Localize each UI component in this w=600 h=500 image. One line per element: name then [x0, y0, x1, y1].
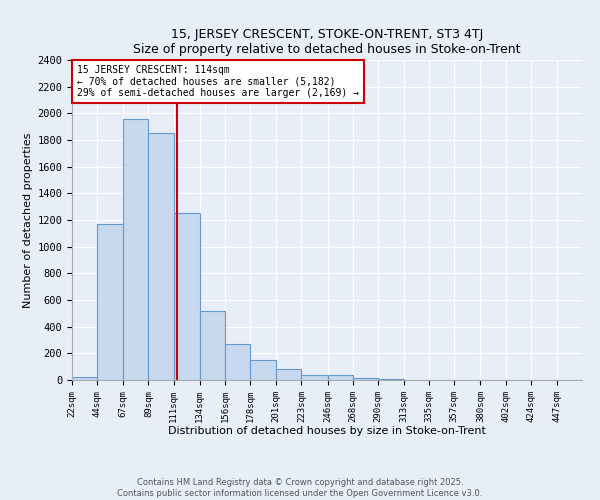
Bar	[97, 224, 124, 380]
Bar	[148, 134, 173, 380]
Bar	[72, 376, 97, 380]
Bar	[200, 310, 225, 380]
Title: 15, JERSEY CRESCENT, STOKE-ON-TRENT, ST3 4TJ
Size of property relative to detach: 15, JERSEY CRESCENT, STOKE-ON-TRENT, ST3…	[133, 28, 521, 56]
Bar	[353, 378, 378, 380]
Bar	[250, 360, 276, 380]
Bar	[173, 214, 200, 380]
Bar	[276, 368, 301, 380]
Bar	[301, 374, 328, 380]
Y-axis label: Number of detached properties: Number of detached properties	[23, 132, 33, 308]
Text: 15 JERSEY CRESCENT: 114sqm
← 70% of detached houses are smaller (5,182)
29% of s: 15 JERSEY CRESCENT: 114sqm ← 70% of deta…	[77, 65, 359, 98]
Bar	[328, 376, 353, 380]
Text: Contains HM Land Registry data © Crown copyright and database right 2025.
Contai: Contains HM Land Registry data © Crown c…	[118, 478, 482, 498]
Bar	[124, 118, 148, 380]
Bar	[225, 344, 250, 380]
X-axis label: Distribution of detached houses by size in Stoke-on-Trent: Distribution of detached houses by size …	[168, 426, 486, 436]
